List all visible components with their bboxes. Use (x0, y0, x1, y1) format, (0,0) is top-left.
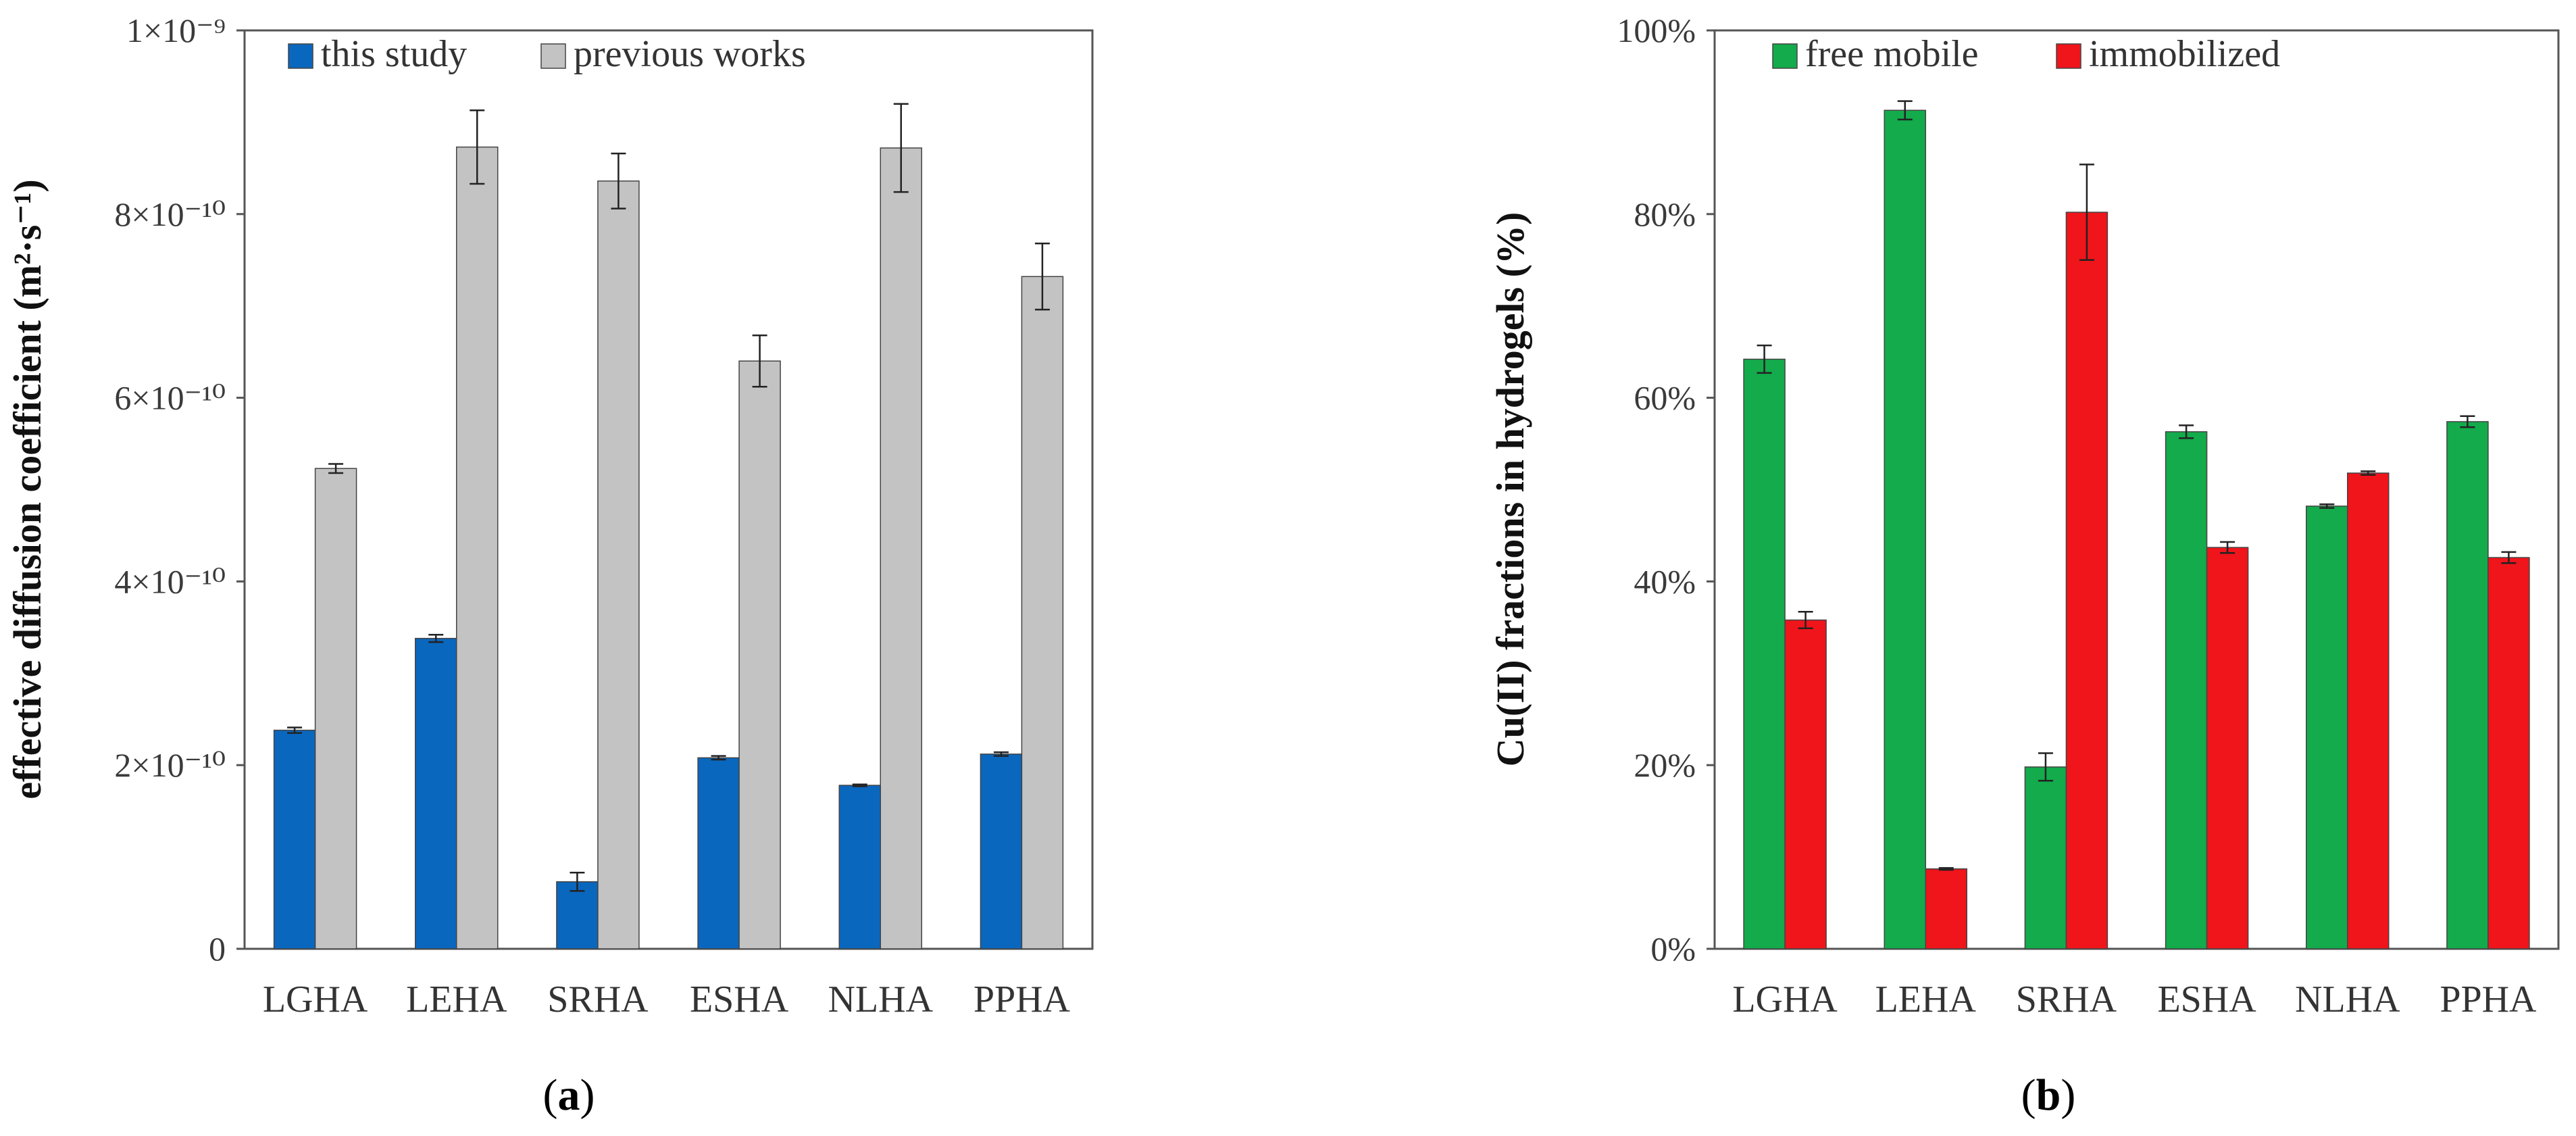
bar (2206, 547, 2249, 949)
legend-label: previous works (574, 33, 806, 75)
error-bar (328, 463, 344, 474)
x-category-label: SRHA (2016, 979, 2117, 1020)
bar (2347, 472, 2390, 949)
x-category-label: LEHA (406, 979, 507, 1020)
bar (1884, 109, 1926, 949)
error-bar (1938, 867, 1954, 871)
legend-label: free mobile (1805, 33, 1979, 75)
bar (2065, 212, 2108, 949)
chart-panel-b: 0% 20% 40% 60% 80% 100% Cu(II) fractions in hy… (1488, 11, 2560, 1120)
error-bar (893, 103, 909, 193)
bar (314, 468, 357, 949)
bar (880, 147, 922, 949)
panel-label-close-paren: ) (2061, 1070, 2075, 1120)
bar (2165, 431, 2208, 949)
panel-label: (a) (543, 1070, 595, 1120)
legend-label: immobilized (2089, 33, 2280, 75)
error-bar (611, 152, 626, 209)
x-category-label: ESHA (690, 979, 789, 1020)
y-tick-label: 4×10⁻¹⁰ (114, 562, 226, 600)
plot-area-frame (1713, 29, 2560, 950)
x-category-label: LGHA (263, 979, 368, 1020)
panel-label-open-paren: ( (2021, 1070, 2036, 1120)
legend-swatch (540, 43, 566, 69)
legend-swatch (1772, 43, 1798, 69)
legend-label: this study (321, 33, 467, 75)
error-bar (711, 755, 726, 761)
error-bar (2038, 752, 2053, 782)
bar (1784, 619, 1827, 949)
bar (1925, 868, 1967, 949)
panel-label-letter: a (558, 1070, 580, 1120)
bar (2306, 505, 2348, 949)
y-tick-label: 1×10⁻⁹ (126, 11, 226, 49)
plot-area-frame (243, 29, 1094, 950)
bar (1021, 276, 1064, 949)
y-tick-label: 2×10⁻¹⁰ (114, 746, 226, 784)
x-category-label: PPHA (974, 979, 1071, 1020)
bar (597, 180, 640, 949)
x-category-label: LGHA (1732, 979, 1838, 1020)
error-bar (1798, 610, 1813, 629)
y-tick-label: 100% (1617, 11, 1696, 49)
bar (2487, 557, 2530, 949)
error-bar (2179, 424, 2194, 439)
error-bar (2460, 415, 2475, 428)
x-category-label: ESHA (2157, 979, 2256, 1020)
bar (838, 785, 881, 949)
panel-label-close-paren: ) (580, 1070, 595, 1120)
y-tick-label: 8×10⁻¹⁰ (114, 195, 226, 233)
error-bar (570, 871, 585, 892)
error-bar (287, 726, 303, 734)
error-bar (2360, 470, 2376, 476)
x-category-label: PPHA (2440, 979, 2537, 1020)
y-tick-label: 80% (1634, 195, 1696, 233)
x-category-label: NLHA (2295, 979, 2400, 1020)
bar (2446, 421, 2489, 949)
error-bar (1757, 344, 1772, 374)
bar (415, 637, 457, 949)
error-bar (1897, 100, 1913, 121)
bar (273, 729, 316, 949)
error-bar (2319, 503, 2335, 509)
bar (2024, 766, 2067, 949)
y-tick-label: 6×10⁻¹⁰ (114, 379, 226, 417)
y-tick-label: 60% (1634, 379, 1696, 417)
y-tick-label: 0% (1650, 930, 1696, 968)
error-bar (470, 109, 485, 185)
error-bar (993, 751, 1009, 757)
panel-label: (b) (2021, 1070, 2076, 1120)
y-axis-title: Cu(II) fractions in hydrogels (%) (1488, 212, 1532, 767)
bar (556, 881, 599, 949)
bar (697, 757, 740, 949)
panel-label-open-paren: ( (543, 1070, 558, 1120)
error-bar (2501, 551, 2517, 564)
bar (738, 360, 781, 949)
bar (980, 754, 1023, 949)
x-category-label: NLHA (828, 979, 933, 1020)
y-tick-label: 40% (1634, 562, 1696, 600)
bar (1743, 358, 1786, 949)
error-bar (1034, 243, 1050, 311)
error-bar (752, 334, 767, 388)
legend-swatch (288, 43, 313, 69)
error-bar (428, 633, 444, 643)
chart-panel-a: 0 2×10⁻¹⁰ 4×10⁻¹⁰ 6×10⁻¹⁰ 8×10⁻¹⁰ 1×10⁻⁹ effec… (5, 11, 1094, 1120)
panel-label-letter: b (2036, 1070, 2061, 1120)
y-tick-label: 20% (1634, 746, 1696, 784)
x-category-label: SRHA (547, 979, 649, 1020)
x-category-label: LEHA (1875, 979, 1977, 1020)
error-bar (852, 783, 867, 787)
legend-swatch (2056, 43, 2081, 69)
y-tick-label: 0 (209, 930, 226, 968)
y-axis-title: effective diffusion coefficient (m²·s⁻¹) (5, 179, 49, 799)
error-bar (2079, 164, 2094, 261)
bar (456, 146, 499, 949)
error-bar (2220, 541, 2236, 554)
